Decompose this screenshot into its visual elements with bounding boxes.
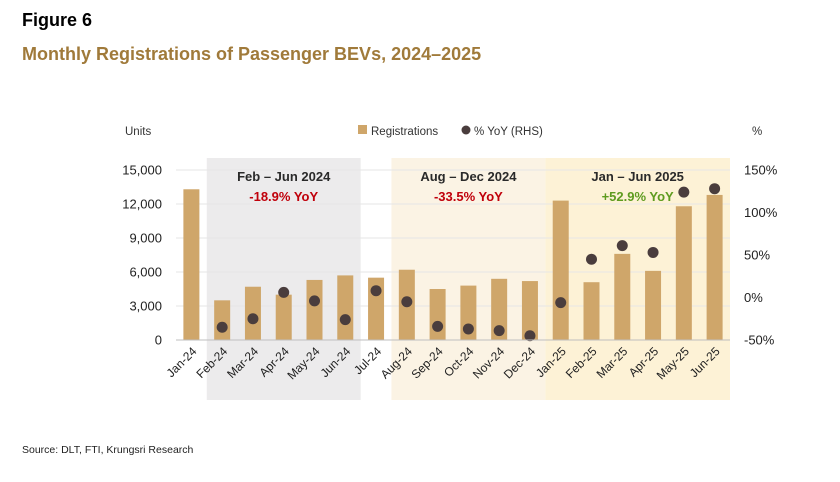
legend-bar-swatch: [358, 125, 367, 134]
source-note: Source: DLT, FTI, Krungsri Research: [22, 444, 194, 456]
period-label: Feb – Jun 2024: [237, 169, 331, 184]
yoy-dot: [647, 246, 659, 258]
yoy-dot: [709, 183, 721, 195]
legend-dot-swatch: [461, 125, 471, 135]
legend-registrations: Registrations: [371, 126, 438, 138]
period-annotations: Feb – Jun 2024 -18.9% YoY Aug – Dec 2024 -3…: [237, 169, 684, 204]
y-tick-label-right: 50%: [744, 248, 770, 263]
period-label: Aug – Dec 2024: [420, 169, 517, 184]
y-axis-label-right: %: [752, 126, 762, 138]
chart-title: Monthly Registrations of Passenger BEVs,…: [22, 44, 482, 64]
yoy-dot: [555, 297, 567, 309]
y-axis-label: Units: [125, 126, 151, 138]
yoy-dot: [586, 253, 597, 265]
yoy-dot: [432, 320, 444, 332]
period-shade: [206, 158, 361, 400]
y-tick-label-right: -50%: [744, 333, 775, 348]
y-tick-label: 9,000: [129, 231, 162, 246]
registration-bar: [429, 289, 446, 340]
y-tick-label: 6,000: [129, 265, 162, 280]
yoy-dots: [216, 183, 721, 342]
y-tick-label-right: 0%: [744, 290, 763, 305]
registration-bar: [583, 282, 600, 340]
period-label: Jan – Jun 2025: [591, 169, 684, 184]
yoy-dot: [678, 186, 690, 198]
period-yoy: -33.5% YoY: [434, 189, 503, 204]
registration-bar: [706, 194, 723, 340]
registration-bar: [183, 189, 200, 340]
period-shades: [206, 158, 730, 400]
registration-bar: [337, 275, 354, 340]
legend: Registrations % YoY (RHS): [358, 125, 543, 138]
period-shade: [545, 158, 730, 400]
y-tick-label: 15,000: [122, 163, 162, 178]
registration-bar: [306, 279, 323, 340]
yoy-dot: [401, 296, 413, 308]
legend-yoy: % YoY (RHS): [474, 126, 543, 138]
y-tick-label-right: 100%: [744, 205, 778, 220]
y-tick-label: 0: [155, 333, 162, 348]
period-yoy: -18.9% YoY: [249, 189, 318, 204]
yoy-dot: [278, 286, 290, 298]
registration-bar: [675, 206, 692, 340]
registration-bar: [614, 253, 631, 340]
registration-bar: [645, 270, 662, 340]
y-tick-label-right: 150%: [744, 163, 778, 178]
registration-bar: [521, 281, 538, 340]
y-tick-label: 12,000: [122, 197, 162, 212]
x-tick-label: Jan-24: [164, 344, 200, 380]
yoy-dot: [309, 295, 320, 307]
yoy-dot: [524, 330, 536, 342]
yoy-dot: [216, 321, 228, 333]
yoy-dot: [370, 285, 382, 297]
y-tick-label: 3,000: [129, 299, 162, 314]
yoy-dot: [493, 325, 505, 337]
yoy-dot: [247, 313, 259, 325]
registration-bar: [491, 278, 508, 340]
registration-bar: [552, 200, 569, 340]
gridlines: [176, 169, 730, 307]
yoy-dot: [616, 240, 628, 252]
period-shade: [391, 158, 546, 400]
registration-bar: [275, 294, 292, 340]
yoy-dot: [339, 314, 351, 326]
registration-bar: [214, 300, 231, 340]
figure-label: Figure 6: [22, 10, 93, 30]
period-yoy: +52.9% YoY: [602, 189, 674, 204]
yoy-dot: [462, 323, 474, 335]
